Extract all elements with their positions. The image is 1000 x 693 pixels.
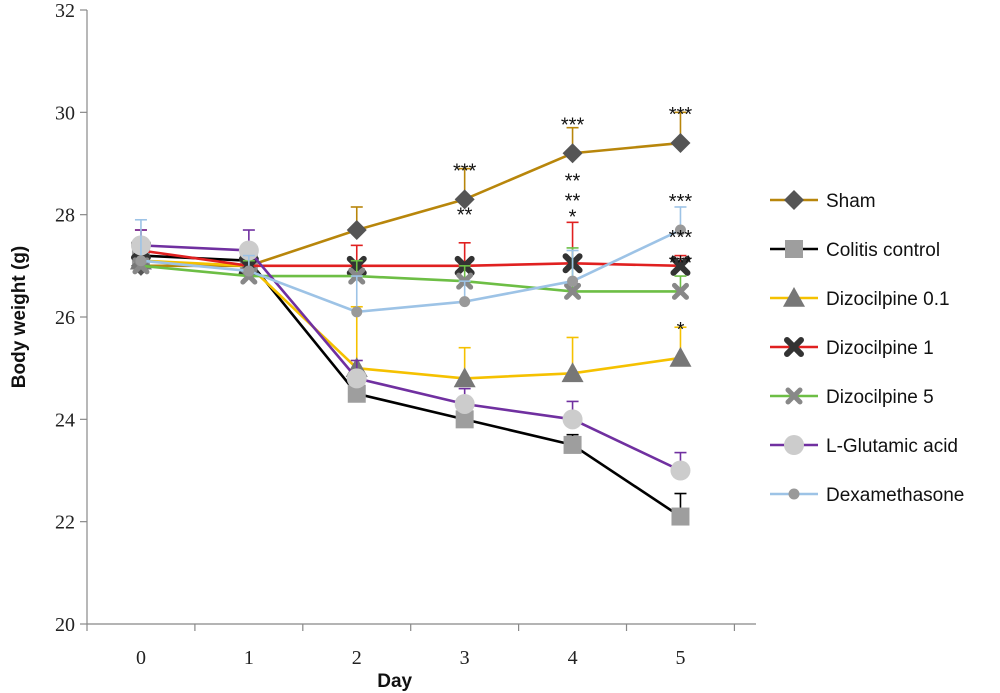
x-tick-label: 1: [244, 647, 254, 669]
series-dizocilpine-5: [132, 247, 689, 300]
data-point: [567, 275, 579, 287]
significance-annotation: **: [457, 204, 473, 226]
x-axis-title: Day: [377, 671, 412, 692]
significance-annotation: **: [565, 190, 581, 212]
legend-label: L-Glutamic acid: [826, 436, 958, 457]
y-tick-label: 32: [55, 0, 75, 22]
significance-annotation: *: [569, 206, 577, 228]
data-point: [674, 224, 686, 236]
y-tick-label: 30: [55, 102, 75, 124]
y-tick-label: 26: [55, 307, 75, 329]
annotations: **************************: [453, 104, 692, 341]
legend-entry: L-Glutamic acid: [770, 435, 958, 457]
y-tick-label: 20: [55, 614, 75, 636]
axes: 20 22 24 26 28 30 32 0 1 2 3 4 5: [55, 0, 756, 669]
data-point: [347, 384, 366, 403]
significance-annotation: ***: [453, 160, 477, 182]
legend: Sham Colitis control Dizocilpine 0.1 Dizoci…: [770, 190, 964, 506]
legend-marker: [784, 435, 804, 455]
legend-marker: [783, 287, 805, 307]
x-tick-label: 5: [675, 647, 685, 669]
significance-annotation: ***: [561, 114, 585, 136]
legend-entry: Dizocilpine 0.1: [770, 287, 950, 310]
legend-entry: Sham: [770, 190, 876, 212]
series-line: [140, 228, 682, 314]
legend-marker: [788, 488, 800, 500]
data-point: [670, 460, 691, 481]
x-tick-label: 0: [136, 647, 146, 669]
data-point: [243, 265, 255, 277]
data-point: [562, 143, 583, 164]
legend-entry: Dizocilpine 1: [770, 337, 934, 359]
significance-annotation: ***: [669, 252, 693, 274]
data-point: [561, 362, 584, 383]
significance-annotation: ***: [669, 191, 693, 213]
data-point: [455, 410, 474, 429]
data-point: [669, 346, 692, 367]
x-tick-label: 4: [568, 647, 578, 669]
data-point: [135, 255, 147, 267]
significance-annotation: ***: [669, 104, 693, 126]
series-dexamethasone: [134, 206, 687, 318]
y-tick-label: 22: [55, 512, 75, 534]
data-point: [564, 282, 582, 300]
y-tick-label: 24: [55, 409, 75, 431]
legend-label: Dizocilpine 0.1: [826, 289, 950, 310]
legend-marker: [784, 337, 804, 357]
significance-annotation: *: [677, 319, 685, 341]
x-tick-label: 2: [352, 647, 362, 669]
series-sham: [130, 111, 691, 276]
data-point: [562, 409, 583, 430]
y-tick-label: 28: [55, 205, 75, 227]
legend-label: Sham: [826, 191, 876, 212]
series-line: [140, 254, 682, 518]
series-colitis-control: [131, 239, 690, 526]
legend-entry: Colitis control: [770, 240, 940, 261]
data-point: [346, 368, 367, 389]
y-axis-title: Body weight (g): [9, 246, 30, 388]
legend-marker: [785, 240, 803, 258]
data-point: [453, 367, 476, 388]
legend-marker: [785, 387, 803, 405]
series-line: [140, 141, 681, 268]
data-point: [459, 296, 471, 308]
data-point: [346, 220, 367, 241]
series-layer: [129, 111, 692, 526]
significance-annotation: ***: [669, 227, 693, 249]
data-point: [563, 435, 582, 454]
data-point: [351, 306, 363, 318]
data-point: [670, 255, 691, 276]
series-line: [140, 259, 681, 380]
series-l-glutamic-acid: [130, 229, 691, 481]
data-point: [454, 189, 475, 210]
x-tick-label: 3: [460, 647, 470, 669]
series-line: [140, 244, 682, 472]
series-line: [140, 249, 681, 268]
series-line: [140, 264, 681, 293]
legend-label: Dexamethasone: [826, 485, 964, 506]
legend-label: Dizocilpine 1: [826, 338, 934, 359]
legend-label: Dizocilpine 5: [826, 387, 934, 408]
data-point: [671, 507, 690, 526]
significance-annotation: **: [565, 170, 581, 192]
legend-entry: Dizocilpine 5: [770, 387, 934, 408]
legend-marker: [784, 190, 804, 210]
legend-entry: Dexamethasone: [770, 485, 964, 506]
series-dizocilpine-0-1: [129, 239, 692, 388]
legend-label: Colitis control: [826, 240, 940, 261]
data-point: [670, 133, 691, 154]
data-point: [454, 393, 475, 414]
data-point: [671, 282, 689, 300]
